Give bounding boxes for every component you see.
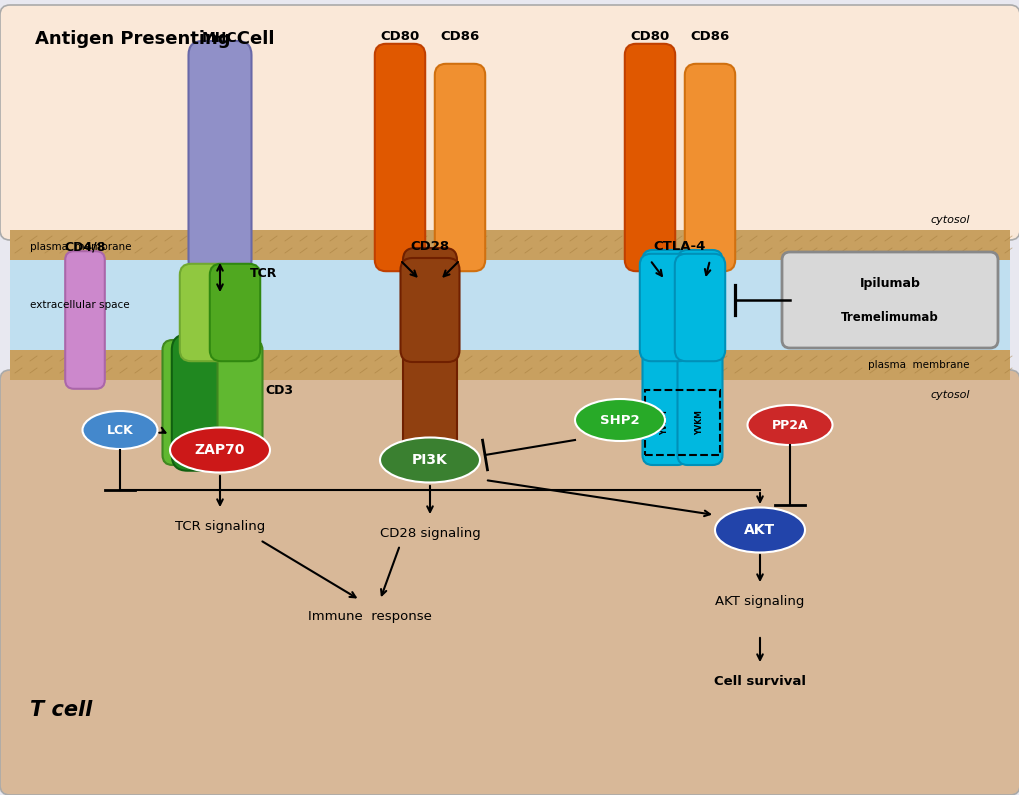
Ellipse shape (747, 405, 832, 445)
Text: Tremelimumab: Tremelimumab (841, 311, 937, 324)
Text: plasma  membrane: plasma membrane (30, 242, 131, 252)
Text: extracellular space: extracellular space (30, 300, 129, 310)
Text: CD28 signaling: CD28 signaling (379, 527, 480, 540)
Bar (10, 230, 1009, 260)
FancyBboxPatch shape (434, 64, 485, 271)
Ellipse shape (380, 437, 480, 483)
FancyBboxPatch shape (782, 252, 997, 348)
FancyBboxPatch shape (374, 44, 425, 271)
FancyBboxPatch shape (179, 264, 230, 361)
Text: TCR signaling: TCR signaling (174, 520, 265, 533)
Text: Immune  response: Immune response (308, 610, 431, 623)
FancyBboxPatch shape (675, 254, 725, 361)
Text: PP2A: PP2A (771, 418, 807, 432)
Text: CD80: CD80 (630, 30, 668, 43)
Bar (10, 260, 1009, 350)
FancyBboxPatch shape (171, 335, 248, 471)
Text: plasma  membrane: plasma membrane (867, 360, 969, 370)
Text: CTLA-4: CTLA-4 (653, 240, 705, 253)
Text: LCK: LCK (107, 424, 133, 436)
Text: CD86: CD86 (440, 30, 479, 43)
Text: cytosol: cytosol (929, 390, 969, 400)
Text: cytosol: cytosol (929, 215, 969, 225)
FancyBboxPatch shape (189, 41, 252, 274)
FancyBboxPatch shape (684, 64, 735, 271)
Text: CD86: CD86 (690, 30, 729, 43)
FancyBboxPatch shape (642, 250, 687, 465)
Ellipse shape (714, 507, 804, 553)
Text: MHC: MHC (202, 31, 237, 45)
Text: CD80: CD80 (380, 30, 419, 43)
Text: Ipilumab: Ipilumab (859, 277, 919, 289)
FancyBboxPatch shape (217, 340, 262, 465)
FancyBboxPatch shape (162, 340, 207, 465)
Ellipse shape (170, 428, 270, 472)
Text: ZAP70: ZAP70 (195, 443, 245, 457)
Ellipse shape (83, 411, 157, 449)
FancyBboxPatch shape (210, 264, 260, 361)
FancyBboxPatch shape (65, 251, 105, 389)
Text: YVKM: YVKM (660, 410, 668, 436)
Text: PI3K: PI3K (412, 453, 447, 467)
Text: AKT: AKT (744, 523, 774, 537)
FancyBboxPatch shape (403, 248, 457, 467)
Text: T cell: T cell (30, 700, 92, 720)
Text: YVKM: YVKM (695, 410, 704, 436)
FancyBboxPatch shape (625, 44, 675, 271)
FancyBboxPatch shape (677, 250, 721, 465)
Ellipse shape (575, 399, 664, 441)
FancyBboxPatch shape (400, 258, 459, 362)
Text: Cell survival: Cell survival (713, 675, 805, 688)
Text: CD28: CD28 (410, 240, 449, 253)
Bar (10, 350, 1009, 380)
Text: TCR: TCR (250, 267, 277, 280)
Text: AKT signaling: AKT signaling (714, 595, 804, 608)
FancyBboxPatch shape (0, 370, 1019, 795)
Text: Antigen Presenting Cell: Antigen Presenting Cell (35, 30, 274, 48)
Text: CD3: CD3 (265, 383, 292, 397)
Text: CD4/8: CD4/8 (64, 240, 106, 253)
Text: SHP2: SHP2 (599, 413, 639, 426)
FancyBboxPatch shape (639, 254, 690, 361)
FancyBboxPatch shape (0, 5, 1019, 240)
